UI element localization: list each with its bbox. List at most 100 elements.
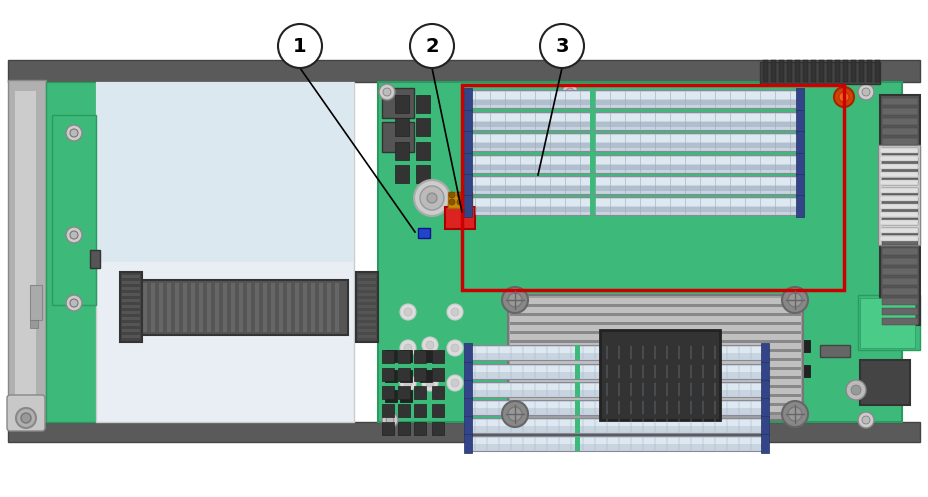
Bar	[397, 386, 409, 399]
Bar	[400, 350, 411, 362]
Bar	[414, 368, 426, 381]
Bar	[295, 283, 299, 332]
Circle shape	[561, 304, 577, 320]
Bar	[471, 366, 762, 372]
Bar	[191, 283, 195, 332]
Bar	[357, 305, 376, 308]
Bar	[858, 60, 863, 82]
Bar	[357, 329, 376, 332]
Bar	[881, 238, 917, 245]
Bar	[760, 398, 768, 417]
Circle shape	[508, 293, 522, 307]
Bar	[416, 142, 430, 160]
Bar	[509, 412, 800, 415]
Bar	[786, 60, 792, 82]
Bar	[471, 178, 797, 185]
Bar	[599, 330, 719, 420]
Circle shape	[446, 375, 462, 391]
Bar	[794, 60, 799, 82]
Bar	[881, 298, 917, 305]
Bar	[471, 347, 762, 353]
Bar	[471, 186, 797, 191]
Bar	[471, 384, 762, 390]
Bar	[881, 148, 917, 155]
Bar	[357, 293, 376, 296]
Bar	[381, 422, 393, 435]
Bar	[795, 174, 803, 196]
Circle shape	[419, 186, 444, 210]
Bar	[122, 323, 140, 326]
Bar	[381, 350, 393, 363]
Circle shape	[404, 308, 411, 316]
Bar	[764, 375, 776, 387]
Circle shape	[781, 401, 807, 427]
Bar	[447, 192, 471, 208]
Bar	[418, 228, 430, 238]
Bar	[384, 370, 396, 382]
Text: 3: 3	[555, 36, 568, 56]
Bar	[303, 283, 306, 332]
Circle shape	[70, 231, 78, 239]
Circle shape	[450, 344, 458, 352]
Bar	[159, 283, 162, 332]
Bar	[470, 155, 799, 173]
Bar	[471, 402, 762, 408]
Bar	[879, 220, 917, 225]
Bar	[414, 350, 426, 363]
Circle shape	[66, 125, 82, 141]
Bar	[416, 95, 430, 113]
Bar	[879, 180, 917, 185]
Bar	[381, 368, 393, 381]
Bar	[574, 418, 579, 433]
Bar	[881, 218, 917, 225]
Bar	[394, 95, 408, 113]
Bar	[470, 436, 764, 451]
Bar	[357, 311, 376, 314]
Bar	[432, 386, 444, 399]
Bar	[509, 406, 800, 412]
Circle shape	[787, 293, 801, 307]
Circle shape	[448, 199, 455, 205]
Bar	[819, 345, 849, 357]
Bar	[589, 133, 596, 151]
Bar	[327, 283, 330, 332]
Bar	[509, 379, 800, 385]
Bar	[122, 299, 140, 302]
Bar	[797, 365, 809, 377]
Bar	[278, 283, 283, 332]
Bar	[770, 60, 775, 82]
Bar	[471, 135, 797, 142]
Bar	[509, 298, 800, 304]
Circle shape	[70, 129, 78, 137]
Bar	[471, 207, 797, 212]
Bar	[432, 350, 444, 363]
Bar	[463, 153, 471, 175]
Bar	[509, 313, 800, 316]
Bar	[463, 362, 471, 381]
Bar	[394, 165, 408, 183]
Bar	[810, 60, 815, 82]
Bar	[759, 62, 879, 84]
Bar	[509, 403, 800, 406]
Bar	[263, 283, 266, 332]
Bar	[357, 335, 376, 338]
Circle shape	[70, 299, 78, 307]
Bar	[760, 362, 768, 381]
Circle shape	[379, 84, 394, 100]
Circle shape	[561, 84, 577, 100]
Bar	[879, 172, 917, 177]
Bar	[589, 90, 596, 108]
Bar	[509, 334, 800, 340]
Bar	[509, 349, 800, 352]
FancyBboxPatch shape	[4, 56, 923, 446]
Circle shape	[565, 416, 574, 424]
Bar	[414, 422, 426, 435]
Bar	[463, 380, 471, 399]
Bar	[30, 320, 38, 328]
Bar	[271, 283, 275, 332]
Circle shape	[857, 412, 873, 428]
Bar	[90, 250, 100, 268]
Bar	[881, 98, 917, 105]
Circle shape	[448, 192, 455, 198]
Bar	[470, 400, 764, 415]
